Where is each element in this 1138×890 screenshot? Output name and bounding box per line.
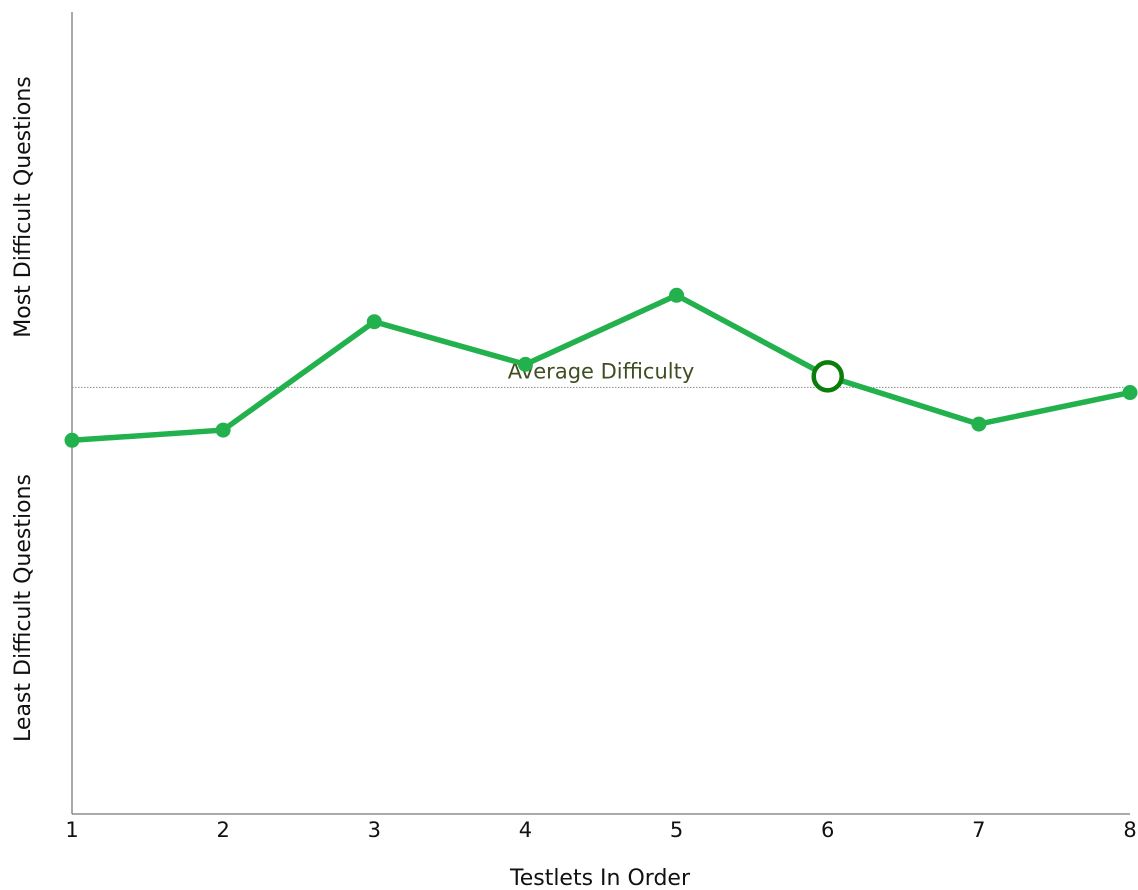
data-point[interactable] — [366, 314, 382, 330]
x-tick-label: 1 — [65, 818, 78, 842]
data-point[interactable] — [64, 432, 80, 448]
data-point[interactable] — [215, 422, 231, 438]
data-point[interactable] — [1122, 385, 1138, 401]
x-tick-labels: 1 2 3 4 5 6 7 8 — [65, 818, 1136, 842]
x-axis-title: Testlets In Order — [509, 866, 691, 890]
data-point[interactable] — [517, 356, 533, 372]
x-tick-label: 6 — [821, 818, 834, 842]
axes — [71, 12, 1130, 815]
x-tick-label: 2 — [216, 818, 229, 842]
x-tick-label: 4 — [519, 818, 532, 842]
data-point[interactable] — [971, 416, 987, 432]
x-tick-label: 3 — [368, 818, 381, 842]
average-difficulty-label: Average Difficulty — [508, 359, 695, 383]
y-axis-title-top: Most Difficult Questions — [11, 76, 36, 337]
series-group — [64, 287, 1138, 448]
x-tick-label: 5 — [670, 818, 683, 842]
y-axis-title-bottom: Least Difficult Questions — [11, 474, 36, 742]
x-tick-label: 7 — [972, 818, 985, 842]
reference-line-group: Average Difficulty — [72, 359, 1130, 388]
series-line — [69, 292, 1133, 444]
current-testlet-marker[interactable] — [811, 360, 844, 393]
x-tick-label: 8 — [1123, 818, 1136, 842]
data-point[interactable] — [669, 287, 685, 303]
